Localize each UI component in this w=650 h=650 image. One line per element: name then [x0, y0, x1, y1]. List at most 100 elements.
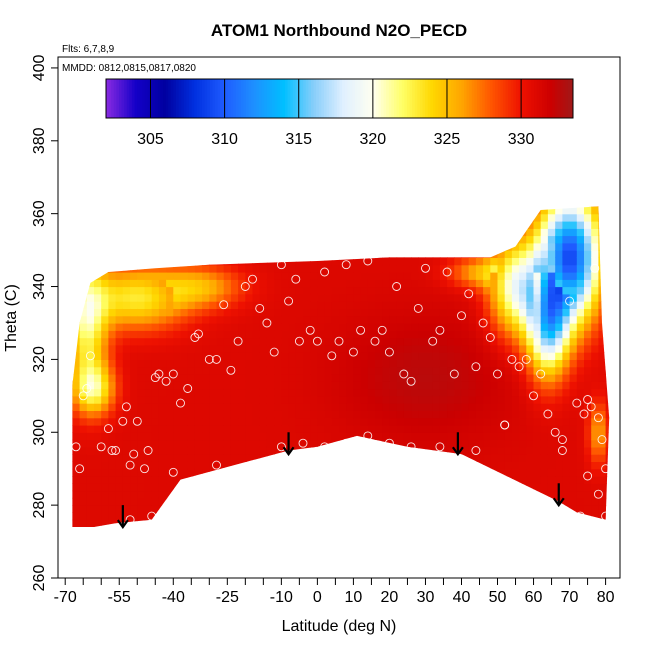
- field-cell: [288, 519, 297, 527]
- field-cell: [584, 242, 592, 251]
- field-cell: [519, 388, 527, 397]
- field-cell: [259, 228, 268, 237]
- field-cell: [72, 425, 81, 433]
- field-cell: [144, 468, 153, 477]
- field-cell: [303, 228, 311, 237]
- field-cell: [483, 425, 491, 433]
- field-cell: [511, 366, 520, 375]
- field-cell: [591, 286, 599, 295]
- field-cell: [181, 534, 189, 542]
- field-cell: [187, 286, 196, 295]
- flight-arrow-head: [116, 519, 129, 530]
- field-cell: [144, 206, 153, 215]
- field-cell: [173, 425, 182, 433]
- field-cell: [584, 381, 592, 390]
- field-cell: [310, 206, 318, 215]
- field-cell: [497, 403, 506, 411]
- field-cell: [79, 337, 88, 346]
- field-cell: [216, 366, 225, 375]
- field-cell: [598, 425, 607, 433]
- field-cell: [418, 425, 427, 433]
- field-cell: [101, 446, 109, 455]
- field-cell: [418, 446, 427, 455]
- field-cell: [187, 352, 196, 360]
- field-cell: [447, 403, 455, 411]
- field-cell: [94, 410, 102, 419]
- field-cell: [266, 454, 275, 462]
- sample-point: [305, 325, 315, 335]
- field-cell: [101, 483, 109, 492]
- sample-point: [219, 300, 229, 310]
- field-cell: [303, 432, 311, 441]
- field-cell: [108, 454, 117, 462]
- field-cell: [144, 374, 153, 382]
- field-cell: [194, 403, 203, 411]
- field-cell: [576, 432, 585, 441]
- field-cell: [72, 476, 73, 484]
- field-cell: [432, 315, 441, 324]
- field-cell: [461, 395, 470, 404]
- field-cell: [202, 468, 210, 477]
- field-cell: [353, 264, 362, 273]
- field-cell: [288, 213, 297, 222]
- field-cell: [382, 286, 390, 295]
- field-cell: [547, 323, 556, 331]
- field-cell: [266, 264, 275, 273]
- field-cell: [548, 527, 556, 535]
- field-cell: [382, 337, 390, 346]
- field-cell: [230, 242, 239, 251]
- field-cell: [245, 425, 254, 433]
- field-cell: [483, 286, 491, 295]
- field-cell: [613, 367, 621, 375]
- field-cell: [266, 476, 275, 484]
- field-cell: [353, 505, 362, 513]
- field-cell: [331, 446, 340, 455]
- field-cell: [158, 403, 167, 411]
- field-cell: [324, 403, 333, 411]
- field-cell: [252, 279, 261, 288]
- field-cell: [79, 497, 88, 506]
- field-cell: [187, 417, 196, 426]
- field-cell: [418, 483, 427, 492]
- field-cell: [144, 505, 153, 513]
- field-cell: [331, 293, 340, 302]
- field-cell: [86, 461, 95, 470]
- colorbar-segment: [204, 79, 208, 118]
- field-cell: [591, 213, 599, 222]
- field-cell: [252, 308, 261, 317]
- field-cell: [231, 527, 239, 535]
- field-cell: [461, 490, 470, 499]
- field-cell: [238, 388, 246, 397]
- field-cell: [108, 235, 117, 244]
- field-cell: [281, 242, 290, 251]
- field-cell: [122, 359, 131, 368]
- field-cell: [598, 228, 607, 237]
- field-cell: [591, 461, 599, 470]
- field-cell: [310, 272, 318, 280]
- field-cell: [187, 228, 196, 237]
- field-cell: [230, 330, 239, 339]
- field-cell: [281, 417, 290, 426]
- field-cell: [303, 527, 311, 535]
- field-cell: [498, 527, 506, 535]
- field-cell: [202, 388, 210, 397]
- field-cell: [476, 527, 484, 535]
- field-cell: [158, 417, 167, 426]
- field-cell: [425, 330, 434, 339]
- field-cell: [375, 381, 383, 390]
- field-cell: [122, 257, 131, 266]
- field-cell: [209, 374, 218, 382]
- field-cell: [151, 286, 160, 295]
- field-cell: [562, 534, 570, 542]
- field-cell: [454, 403, 463, 411]
- field-cell: [180, 206, 189, 215]
- field-cell: [158, 242, 167, 251]
- field-cell: [245, 315, 254, 324]
- field-cell: [79, 432, 88, 441]
- sample-point: [233, 336, 243, 346]
- field-cell: [447, 221, 455, 229]
- field-cell: [353, 221, 362, 229]
- field-cell: [79, 446, 88, 455]
- field-cell: [461, 403, 470, 411]
- field-cell: [346, 527, 354, 535]
